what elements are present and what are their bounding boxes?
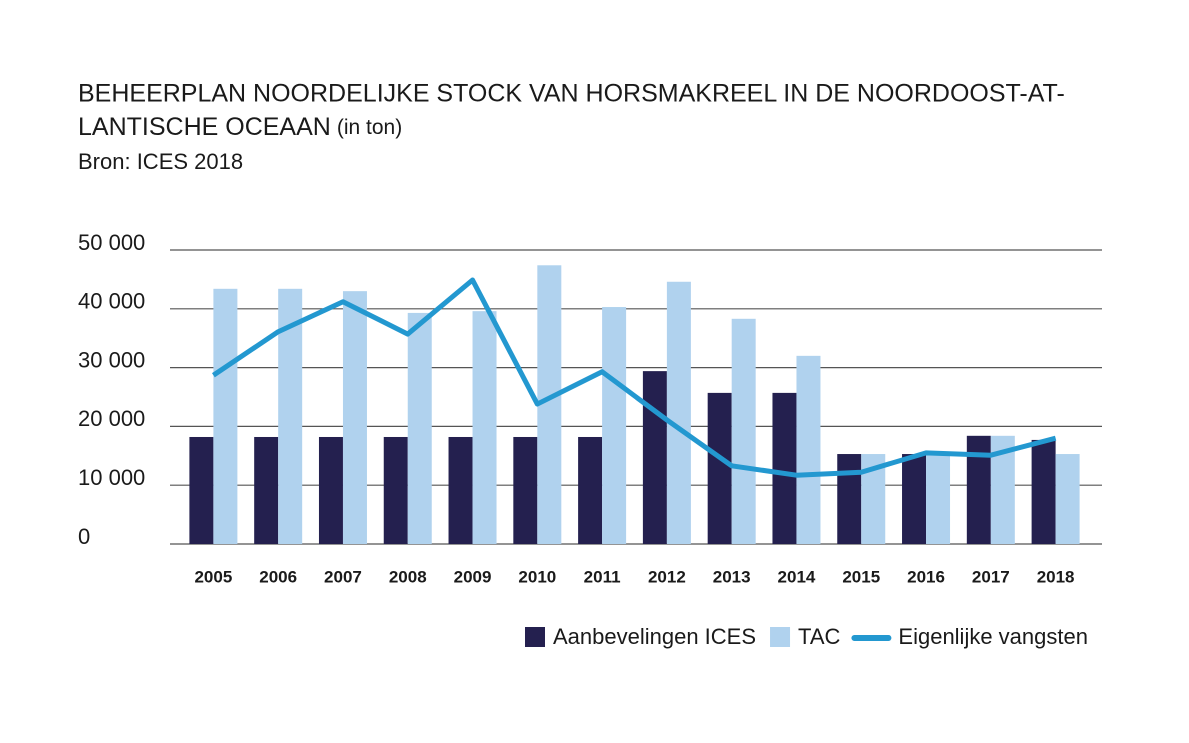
bar xyxy=(448,436,473,544)
bar xyxy=(318,436,343,544)
x-tick-label: 2005 xyxy=(194,567,232,586)
bar xyxy=(1055,454,1080,544)
bar xyxy=(772,392,797,544)
bar xyxy=(642,371,667,544)
bar xyxy=(926,454,951,544)
x-tick-label: 2012 xyxy=(648,567,686,586)
y-tick-label: 10 000 xyxy=(78,465,145,490)
legend-label: TAC xyxy=(798,624,840,649)
bar xyxy=(342,291,367,544)
bar xyxy=(383,436,408,544)
x-tick-label: 2006 xyxy=(259,567,297,586)
bar xyxy=(796,355,821,544)
bar xyxy=(902,454,927,544)
line xyxy=(211,277,1057,478)
y-tick-label: 0 xyxy=(78,524,90,549)
x-tick-label: 2007 xyxy=(324,567,362,586)
legend-label: Eigenlijke vangsten xyxy=(898,624,1088,649)
bar xyxy=(837,454,862,544)
bar xyxy=(189,436,214,544)
bar xyxy=(731,318,756,544)
x-tick-label: 2013 xyxy=(713,567,751,586)
bar xyxy=(254,436,279,544)
bar xyxy=(666,281,691,544)
y-tick-label: 30 000 xyxy=(78,347,145,372)
x-tick-label: 2014 xyxy=(778,567,816,586)
bar xyxy=(407,312,432,544)
y-tick-label: 20 000 xyxy=(78,406,145,431)
chart-title-unit: (in ton) xyxy=(337,116,402,139)
x-tick-label: 2011 xyxy=(584,567,621,586)
bar xyxy=(513,436,538,544)
legend-swatch xyxy=(770,627,791,647)
legend-label: Aanbevelingen ICES xyxy=(553,624,756,649)
x-tick-label: 2016 xyxy=(907,567,945,586)
legend-swatch xyxy=(525,627,545,647)
x-tick-label: 2008 xyxy=(389,567,427,586)
bar xyxy=(1031,439,1056,544)
x-tick-label: 2018 xyxy=(1037,567,1075,586)
x-tick-label: 2010 xyxy=(518,567,556,586)
bar xyxy=(472,311,497,544)
bar xyxy=(578,436,603,544)
y-tick-label: 50 000 xyxy=(78,230,145,255)
bar xyxy=(213,288,238,544)
bar xyxy=(707,392,732,544)
x-tick-label: 2015 xyxy=(842,567,880,586)
y-tick-label: 40 000 xyxy=(78,289,145,314)
bar xyxy=(602,307,627,544)
chart-subtitle: Bron: ICES 2018 xyxy=(78,149,243,174)
x-tick-label: 2017 xyxy=(972,567,1010,586)
chart-title: BEHEERPLAN NOORDELIJKE STOCK VAN HORSMAK… xyxy=(78,80,1065,108)
chart-title-line: LANTISCHE OCEAAN xyxy=(78,113,331,141)
x-tick-label: 2009 xyxy=(454,567,492,586)
chart-title: LANTISCHE OCEAAN (in ton) xyxy=(78,113,402,141)
